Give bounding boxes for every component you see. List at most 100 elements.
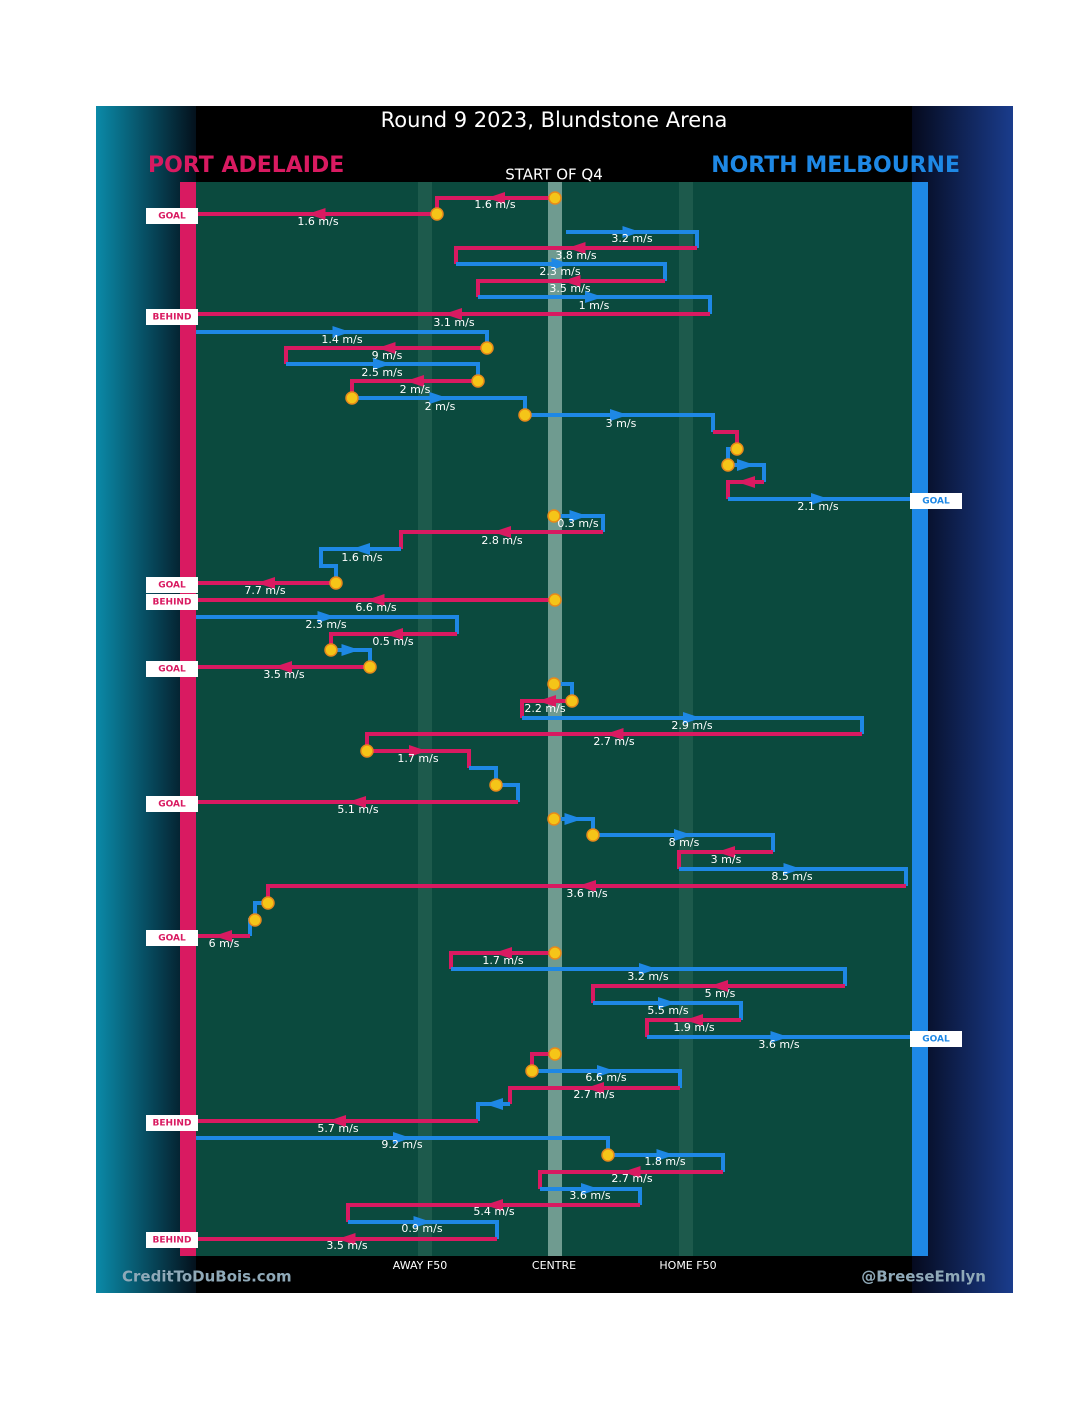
speed-label: 1.9 m/s <box>673 1021 714 1034</box>
arrow <box>485 1199 503 1211</box>
arrow <box>737 476 755 488</box>
outcome-tag <box>146 577 198 593</box>
chain-segment <box>319 547 401 583</box>
arrow <box>710 980 728 992</box>
speed-label: 9.2 m/s <box>381 1138 422 1151</box>
contest-dot <box>525 1064 539 1078</box>
chain-segment <box>532 1069 682 1088</box>
away-team: PORT ADELAIDE <box>148 153 344 178</box>
chain-segment <box>591 984 845 1003</box>
outcome-tag <box>910 493 962 509</box>
arrow <box>494 947 512 959</box>
period: START OF Q4 <box>505 166 603 184</box>
arrow <box>337 1233 356 1245</box>
chain-segment <box>478 295 712 314</box>
outcome-tag <box>146 1115 198 1131</box>
speed-label: 9 m/s <box>372 349 403 362</box>
outcome-tag <box>146 796 198 812</box>
contest-dot <box>261 896 275 910</box>
arrow <box>564 813 583 825</box>
speed-label: 5.4 m/s <box>473 1205 514 1218</box>
arrow <box>622 1166 641 1178</box>
arrow <box>413 1216 432 1228</box>
field-label: HOME F50 <box>659 1259 716 1272</box>
speed-label: 2.3 m/s <box>305 618 346 631</box>
outcome-label: BEHIND <box>153 313 192 323</box>
speed-label: 2.8 m/s <box>481 534 522 547</box>
outcome-label: BEHIND <box>153 1236 192 1246</box>
arrow <box>352 543 370 555</box>
arrow <box>569 510 588 522</box>
speed-label: 6.6 m/s <box>585 1071 626 1084</box>
chain-segment <box>645 1018 741 1037</box>
speed-label: 2.7 m/s <box>593 735 634 748</box>
contest-dot <box>324 643 338 657</box>
speed-label: 0.3 m/s <box>557 517 598 530</box>
speed-label: 0.9 m/s <box>401 1222 442 1235</box>
speed-label: 3.5 m/s <box>263 668 304 681</box>
speed-label: 2.7 m/s <box>611 1172 652 1185</box>
outcome-tag <box>146 594 198 610</box>
contest-dot <box>471 374 485 388</box>
contest-dot <box>329 576 343 590</box>
handle: @BreeseEmlyn <box>861 1268 986 1286</box>
right-panel <box>912 106 1013 1293</box>
outcome-tag <box>146 1232 198 1248</box>
speed-label: 3.5 m/s <box>326 1239 367 1252</box>
arrow <box>597 1065 615 1077</box>
chain-segment <box>456 262 667 281</box>
speed-label: 8 m/s <box>669 836 700 849</box>
arrow <box>717 846 735 858</box>
speed-label: 0.5 m/s <box>372 635 413 648</box>
speed-label: 1.6 m/s <box>474 198 515 211</box>
outcome-label: GOAL <box>158 934 186 944</box>
arrow <box>656 1149 675 1161</box>
arrow <box>551 258 570 270</box>
speed-label: 2 m/s <box>425 400 456 413</box>
chain-segment <box>476 279 665 297</box>
arrow <box>257 577 275 589</box>
speed-label: 6.6 m/s <box>355 601 396 614</box>
contest-dot <box>480 341 494 355</box>
arrow <box>770 1031 789 1043</box>
speed-label: 2.1 m/s <box>797 500 838 513</box>
chain-segment <box>679 867 908 886</box>
chain-segment <box>196 615 459 634</box>
chain-segment <box>593 1001 743 1020</box>
speed-label: 1.6 m/s <box>341 551 382 564</box>
speed-label: 5.5 m/s <box>647 1004 688 1017</box>
chain-segment <box>677 850 773 869</box>
outcome-label: GOAL <box>922 1035 950 1045</box>
speed-label: 6 m/s <box>209 937 240 950</box>
title: Round 9 2023, Blundstone Arena <box>381 108 728 132</box>
arrow <box>639 963 657 975</box>
arrow <box>429 392 448 404</box>
arrow <box>274 661 292 673</box>
contest-dot <box>547 812 561 826</box>
speed-label: 2.2 m/s <box>524 702 565 715</box>
left-panel <box>96 106 196 1293</box>
speed-label: 3.8 m/s <box>555 249 596 262</box>
chain-segment <box>399 530 603 549</box>
arrow <box>385 628 403 640</box>
outcome-tag <box>910 1031 962 1047</box>
arrow <box>214 930 232 942</box>
contest-dot <box>565 694 579 708</box>
chain-segment <box>284 346 487 364</box>
contest-dot <box>548 946 562 960</box>
speed-label: 3.1 m/s <box>433 316 474 329</box>
arrow <box>493 526 511 538</box>
arrow <box>685 1014 703 1026</box>
chain-segment <box>593 833 775 852</box>
chain-segment <box>451 967 847 986</box>
arrow <box>409 745 427 757</box>
contest-dot <box>489 778 503 792</box>
contest-dot <box>547 509 561 523</box>
arrow <box>585 291 603 303</box>
speed-label: 5 m/s <box>705 987 736 1000</box>
arrow <box>366 594 385 606</box>
arrow <box>332 326 351 338</box>
contest-dot <box>248 913 262 927</box>
speed-label: 3.6 m/s <box>566 887 607 900</box>
